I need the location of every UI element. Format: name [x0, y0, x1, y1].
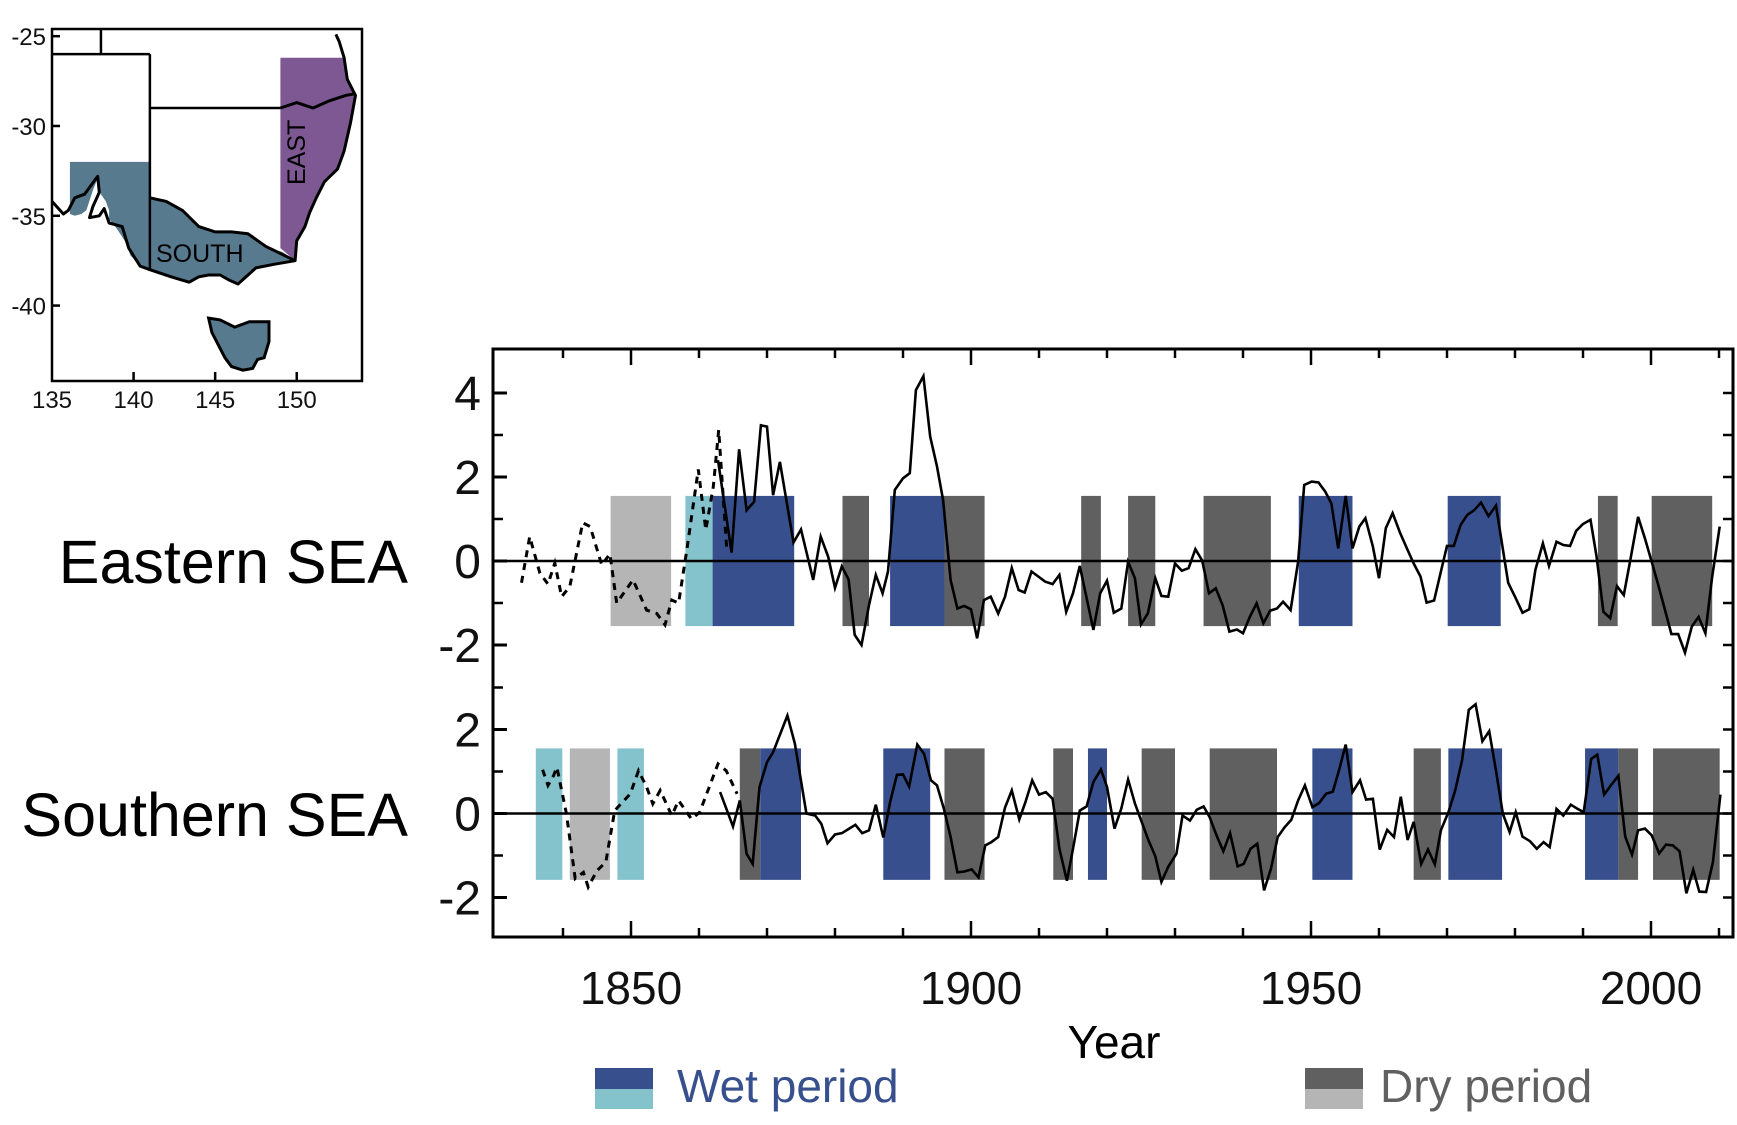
legend-label-dry: Dry period [1380, 1060, 1592, 1112]
panel-southern-sea: 2 0 -2 [438, 686, 1733, 926]
map-y-tick-label: -25 [11, 24, 46, 51]
map-x-tick-label: 135 [32, 387, 72, 414]
eastern-observed-line [716, 371, 1721, 657]
eastern-y-axis: 4 2 0 -2 [438, 368, 1733, 673]
state-border-qld-nsw [279, 92, 356, 110]
x-tick-label: 1950 [1260, 962, 1362, 1014]
map-borders [50, 29, 357, 286]
map-x-tick-label: 140 [114, 387, 154, 414]
x-axis-label: Year [1068, 1016, 1161, 1068]
map-y-axis: -25 -30 -35 -40 [11, 24, 60, 321]
legend: Wet period Dry period [595, 1060, 1592, 1112]
map-x-axis: 135 140 145 150 [32, 372, 317, 414]
legend-swatch-dry-dark [1305, 1068, 1363, 1089]
region-south [69, 161, 296, 283]
x-tick-label: 1900 [920, 962, 1022, 1014]
map-y-tick-label: -30 [11, 114, 46, 141]
panel-label-southern: Southern SEA [21, 781, 408, 849]
map-y-tick-label: -35 [11, 204, 46, 231]
y-tick-label: 2 [454, 452, 481, 505]
map-y-tick-label: -40 [11, 294, 46, 321]
plot-frame [491, 347, 1735, 939]
southern-observed-line [718, 701, 1722, 894]
y-tick-label: 0 [454, 536, 481, 589]
southern-y-axis: 2 0 -2 [438, 686, 1733, 926]
y-tick-label: 2 [454, 705, 481, 758]
map-region-label-east: EAST [283, 120, 311, 185]
tasmania [206, 316, 271, 372]
map-x-tick-label: 150 [277, 387, 317, 414]
y-tick-label: -2 [438, 873, 481, 926]
map-region-label-south: SOUTH [156, 240, 244, 268]
legend-label-wet: Wet period [677, 1060, 899, 1112]
x-tick-label: 2000 [1600, 962, 1702, 1014]
panel-eastern-sea: 4 2 0 -2 [438, 368, 1733, 673]
legend-swatch-wet-light [595, 1089, 653, 1109]
coastline [50, 33, 357, 286]
x-tick-label: 1850 [580, 962, 682, 1014]
legend-swatch-dry-light [1305, 1089, 1363, 1109]
map-regions [69, 57, 356, 372]
map-x-tick-label: 145 [195, 387, 235, 414]
x-axis: 1850 1900 1950 2000 [561, 349, 1721, 1014]
southern-reconstructed-line [541, 761, 739, 891]
legend-item-dry: Dry period [1305, 1060, 1592, 1112]
y-tick-label: 4 [454, 368, 481, 421]
main-chart: 4 2 0 -2 2 0 -2 1850 1900 1950 2000 Year Eastern… [21, 347, 1735, 1068]
inset-map: EAST SOUTH 135 140 145 150 -25 -30 -35 -40 [11, 24, 364, 414]
y-tick-label: -2 [438, 620, 481, 673]
region-east [280, 57, 356, 261]
state-border-vic-nsw [149, 196, 296, 263]
map-frame [50, 27, 364, 383]
y-tick-label: 0 [454, 789, 481, 842]
panel-label-eastern: Eastern SEA [59, 528, 409, 596]
legend-item-wet: Wet period [595, 1060, 899, 1112]
legend-swatch-wet-dark [595, 1068, 653, 1089]
